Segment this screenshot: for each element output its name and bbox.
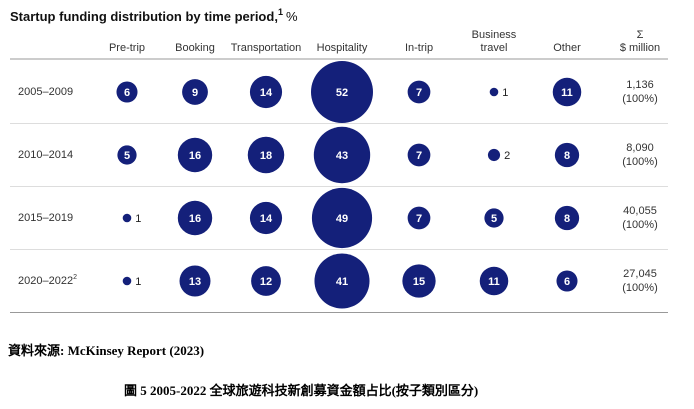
bubble: [182, 79, 208, 105]
bubble: [251, 266, 281, 296]
column-header: Other: [553, 42, 581, 54]
bubble: [116, 81, 138, 103]
bubble: [177, 137, 213, 173]
source: 資料來源: McKinsey Report (2023): [8, 343, 204, 358]
total-value: 27,045: [623, 268, 657, 280]
bubble-label: 14: [260, 87, 273, 99]
total-share: (100%): [622, 282, 657, 294]
bubble: [407, 80, 431, 104]
bubble: [249, 75, 283, 109]
bubble-label: 6: [124, 87, 130, 99]
bubble: [311, 187, 373, 249]
total-unit: $ million: [620, 42, 660, 54]
bubble: [554, 205, 580, 231]
column-header: Business travel: [472, 29, 517, 54]
bubble-label: 1: [502, 87, 508, 99]
bubble-label: 43: [336, 150, 348, 162]
caption: 圖 5 2005-2022 全球旅遊科技新創募資金額占比(按子類別區分): [124, 383, 478, 398]
bubble-label: 11: [488, 276, 500, 288]
bubble: [402, 264, 436, 298]
bubble-label: 7: [416, 150, 422, 162]
bubble-label: 13: [189, 276, 201, 288]
bubble: [554, 142, 580, 168]
bubble: [249, 201, 283, 235]
column-header: Transportation: [231, 42, 302, 54]
bubble: [122, 213, 132, 223]
bubble-label: 8: [564, 150, 570, 162]
bubble: [487, 148, 501, 162]
bubble-label: 41: [336, 276, 348, 288]
bubble-label: 8: [564, 213, 570, 225]
bubble-label: 14: [260, 213, 273, 225]
column-header: Booking: [175, 42, 215, 54]
title-note: 1: [278, 7, 283, 17]
bubble-label: 11: [561, 87, 573, 99]
bubble-label: 7: [416, 213, 422, 225]
total-value: 1,136: [626, 79, 654, 91]
bubble: [311, 61, 373, 123]
bubble-label: 6: [564, 276, 570, 288]
total-share: (100%): [622, 93, 657, 105]
row-label: 2010–2014: [18, 149, 73, 161]
total-share: (100%): [622, 219, 657, 231]
bubble: [489, 87, 499, 97]
row-label: 2020–20222: [18, 274, 77, 287]
bubble-label: 15: [413, 276, 425, 288]
bubble: [479, 266, 509, 296]
bubble-label: 16: [189, 213, 201, 225]
row-name: 2005–2009: [18, 86, 73, 98]
bubble: [407, 206, 431, 230]
row-label: 2015–2019: [18, 212, 73, 224]
row-name: 2020–2022: [18, 275, 73, 287]
bubble-label: 9: [192, 87, 198, 99]
bubble-label: 18: [260, 150, 272, 162]
bubble: [247, 136, 285, 174]
bubble-label: 7: [416, 87, 422, 99]
bubble: [179, 265, 211, 297]
bubble: [313, 126, 371, 184]
bubble: [556, 270, 578, 292]
column-header: Pre-trip: [109, 42, 145, 54]
column-header: In-trip: [405, 42, 433, 54]
bubble: [407, 143, 431, 167]
total-value: 8,090: [626, 142, 654, 154]
chart-title: Startup funding distribution by time per…: [10, 7, 298, 24]
bubble-label: 52: [336, 87, 348, 99]
bubble-label: 49: [336, 213, 348, 225]
bubble-label: 12: [260, 276, 272, 288]
bubble: [552, 77, 582, 107]
bubble-label: 1: [135, 213, 141, 225]
bubble-label: 1: [135, 276, 141, 288]
bubble-label: 2: [504, 150, 510, 162]
title-unit: %: [286, 9, 298, 24]
bubble-label: 5: [491, 213, 497, 225]
column-header: Hospitality: [317, 42, 368, 54]
row-label: 2005–2009: [18, 86, 73, 98]
bubble: [122, 276, 132, 286]
bubble-label: 5: [124, 150, 130, 162]
bubble: [484, 208, 504, 228]
bubble: [177, 200, 213, 236]
total-value: 40,055: [623, 205, 657, 217]
row-name: 2010–2014: [18, 149, 73, 161]
total-share: (100%): [622, 156, 657, 168]
bubble-label: 16: [189, 150, 201, 162]
bubble: [117, 145, 137, 165]
bubble: [314, 253, 370, 309]
title-text: Startup funding distribution by time per…: [10, 9, 278, 24]
row-name: 2015–2019: [18, 212, 73, 224]
row-note: 2: [73, 274, 77, 281]
total-header: Σ: [637, 29, 644, 41]
